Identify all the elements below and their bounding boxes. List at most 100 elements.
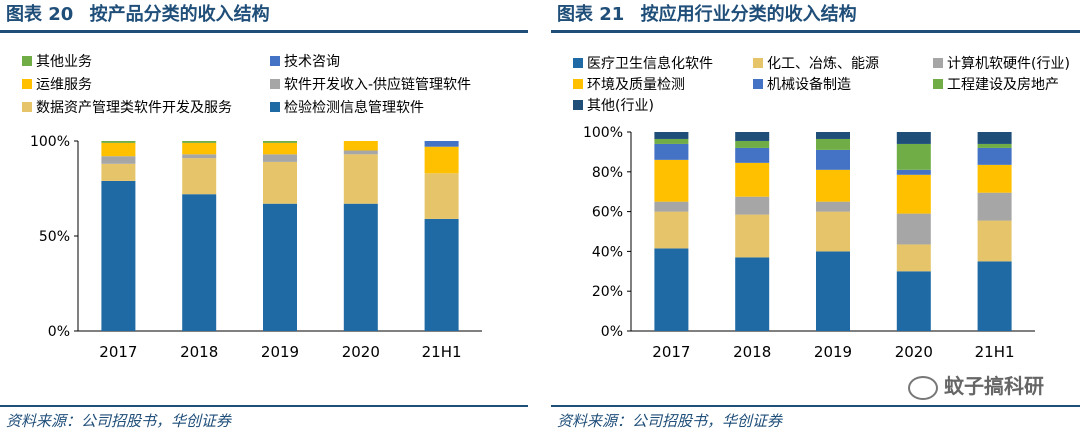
bar-segment bbox=[816, 138, 850, 150]
legend-label: 其他业务 bbox=[36, 54, 92, 70]
legend-swatch bbox=[573, 58, 583, 68]
figure-title: 图表 20 按产品分类的收入结构 bbox=[6, 2, 280, 28]
source-rule bbox=[0, 405, 528, 407]
industry-revenue-chart: 医疗卫生信息化软件 化工、冶炼、能源 计算机软硬件(行业) 环境及质量检测 机械设备制造… bbox=[573, 55, 1070, 361]
bar-segment bbox=[816, 211, 850, 252]
source-note: 资料来源：公司招股书，华创证券 bbox=[557, 412, 783, 430]
legend-swatch bbox=[573, 100, 583, 110]
bar-segment bbox=[654, 248, 689, 331]
x-tick-label: 2018 bbox=[733, 343, 771, 361]
y-tick-label: 80% bbox=[592, 165, 623, 181]
bar-segment bbox=[343, 141, 378, 151]
bar-segment bbox=[182, 194, 217, 331]
legend-swatch bbox=[22, 56, 32, 66]
bar-segment bbox=[816, 201, 850, 212]
legend-label: 其他(行业) bbox=[587, 98, 654, 114]
legend-label: 运维服务 bbox=[36, 77, 92, 93]
figure-caption: 按应用行业分类的收入结构 bbox=[640, 4, 857, 25]
bar-segment bbox=[654, 138, 689, 144]
bar-segment bbox=[263, 154, 297, 162]
bar-segment bbox=[654, 211, 689, 249]
bar-segment bbox=[101, 156, 136, 164]
bar-segment bbox=[896, 169, 931, 175]
figure-title: 图表 21 按应用行业分类的收入结构 bbox=[557, 2, 867, 28]
legend-label: 环境及质量检测 bbox=[587, 77, 685, 93]
bar-segment bbox=[735, 147, 770, 163]
bar-segment bbox=[977, 147, 1012, 165]
figure-caption: 按产品分类的收入结构 bbox=[89, 4, 270, 25]
bar-segment bbox=[735, 162, 770, 197]
bar-segment bbox=[343, 150, 378, 155]
bar-segment bbox=[263, 142, 297, 155]
bar-segment bbox=[977, 192, 1012, 221]
bar-segment bbox=[735, 132, 770, 141]
bar-segment bbox=[424, 146, 459, 174]
bar-segment bbox=[424, 173, 459, 219]
bar-segment bbox=[896, 271, 931, 331]
bar-segment bbox=[263, 203, 297, 331]
legend-label: 工程建设及房地产 bbox=[947, 77, 1059, 93]
bar-segment bbox=[182, 142, 217, 155]
bar-segment bbox=[182, 154, 217, 159]
bar-segment bbox=[424, 218, 459, 331]
bar-segment bbox=[101, 141, 136, 143]
x-tick-label: 2019 bbox=[261, 343, 299, 361]
bar-segment bbox=[816, 149, 850, 170]
legend-label: 化工、冶炼、能源 bbox=[767, 56, 879, 72]
bar-segment bbox=[977, 220, 1012, 262]
figure-number: 图表 21 bbox=[557, 4, 625, 25]
bar-segment bbox=[896, 143, 931, 170]
bar-segment bbox=[896, 174, 931, 214]
legend-label: 检验检测信息管理软件 bbox=[284, 99, 424, 116]
bar-segment bbox=[654, 132, 689, 139]
y-tick-label: 100% bbox=[30, 134, 70, 150]
industry-revenue-figure: 图表 21 按应用行业分类的收入结构 医疗卫生信息化软件 化工、冶炼、能源 计算机软… bbox=[551, 0, 1080, 437]
bar-segment bbox=[654, 143, 689, 160]
source-note: 资料来源：公司招股书，华创证券 bbox=[6, 412, 232, 430]
x-tick-label: 2018 bbox=[180, 343, 218, 361]
source-rule bbox=[551, 405, 1080, 407]
y-tick-label: 50% bbox=[39, 229, 70, 245]
bar-segment bbox=[263, 161, 297, 204]
x-tick-label: 21H1 bbox=[422, 343, 462, 361]
legend-swatch bbox=[22, 102, 32, 112]
bar-segment bbox=[101, 142, 136, 157]
legend-label: 技术咨询 bbox=[284, 54, 340, 70]
bar-segment bbox=[182, 158, 217, 195]
bar-segment bbox=[977, 132, 1012, 144]
y-tick-label: 40% bbox=[592, 244, 623, 260]
y-tick-label: 60% bbox=[592, 205, 623, 221]
legend-swatch bbox=[270, 102, 280, 112]
bar-segment bbox=[101, 180, 136, 331]
wechat-icon bbox=[908, 375, 938, 400]
bar-segment bbox=[735, 214, 770, 258]
y-tick-label: 0% bbox=[601, 324, 623, 340]
legend-swatch bbox=[933, 58, 943, 68]
figure-number: 图表 20 bbox=[6, 4, 74, 25]
bar-segment bbox=[977, 143, 1012, 148]
y-tick-label: 0% bbox=[48, 324, 70, 340]
legend-swatch bbox=[573, 79, 583, 89]
watermark-text: 蚊子搞科研 bbox=[944, 374, 1044, 398]
x-tick-label: 21H1 bbox=[975, 343, 1015, 361]
bar-segment bbox=[424, 141, 459, 147]
bar-segment bbox=[654, 201, 689, 212]
y-tick-label: 100% bbox=[583, 125, 623, 141]
bar-segment bbox=[735, 257, 770, 331]
bar-segment bbox=[816, 169, 850, 202]
x-tick-label: 2020 bbox=[342, 343, 380, 361]
bar-segment bbox=[896, 213, 931, 245]
legend-label: 软件开发收入-供应链管理软件 bbox=[284, 76, 471, 93]
legend-swatch bbox=[933, 79, 943, 89]
legend-swatch bbox=[753, 58, 763, 68]
bar-segment bbox=[263, 141, 297, 143]
legend-swatch bbox=[270, 56, 280, 66]
bar-segment bbox=[735, 140, 770, 148]
bar-segment bbox=[816, 251, 850, 331]
bar-segment bbox=[101, 163, 136, 181]
watermark: 蚊子搞科研 bbox=[908, 370, 1044, 400]
x-tick-label: 2019 bbox=[814, 343, 852, 361]
bar-segment bbox=[977, 261, 1012, 331]
bar-segment bbox=[735, 196, 770, 215]
